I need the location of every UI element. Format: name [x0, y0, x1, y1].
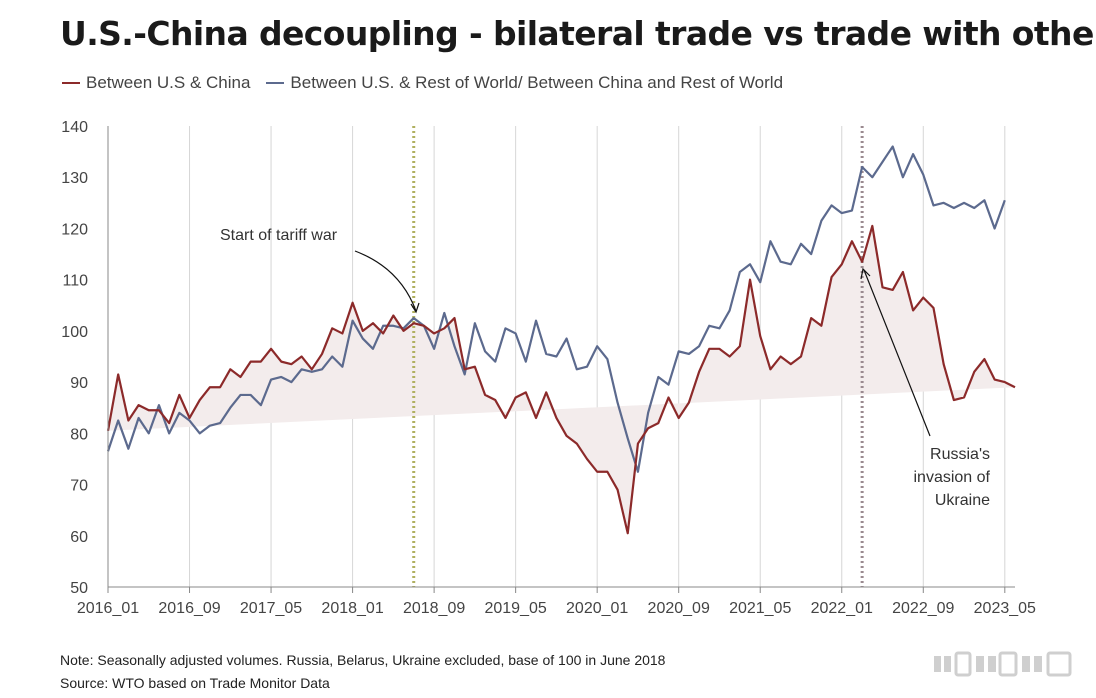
chart-title: U.S.-China decoupling - bilateral trade …	[60, 14, 1096, 53]
y-tick-label: 110	[62, 273, 88, 290]
x-tick-label: 2018_01	[321, 600, 383, 617]
x-tick-label: 2018_09	[403, 600, 465, 617]
legend-item-us-china: Between U.S & China	[62, 73, 250, 93]
footnote: Note: Seasonally adjusted volumes. Russi…	[60, 652, 666, 668]
legend-swatch-rest-of-world	[266, 82, 285, 84]
source-note: Source: WTO based on Trade Monitor Data	[60, 675, 330, 691]
y-tick-label: 100	[61, 324, 88, 341]
y-tick-label: 130	[61, 170, 88, 187]
annotations: Start of tariff war Russia's invasion of…	[220, 227, 991, 509]
russia-arrow	[863, 269, 931, 437]
x-tick-label: 2020_01	[566, 600, 628, 617]
x-tick-label: 2019_05	[484, 600, 546, 617]
y-tick-label: 50	[70, 580, 88, 597]
legend-label-rest-of-world: Between U.S. & Rest of World/ Between Ch…	[290, 73, 784, 92]
x-tick-label: 2021_05	[729, 600, 791, 617]
russia-arrow-head	[860, 267, 871, 280]
legend-item-rest-of-world: Between U.S. & Rest of World/ Between Ch…	[266, 73, 783, 93]
watermark-logo	[934, 651, 1072, 677]
series-line-rest-of-world	[106, 145, 1006, 473]
y-tick-label: 120	[61, 221, 88, 238]
y-tick-label: 60	[70, 529, 88, 546]
x-tick-label: 2016_01	[77, 600, 139, 617]
russia-annotation-line3: Ukraine	[935, 492, 990, 509]
gap-fill	[108, 225, 1015, 534]
tariff-arrow-head	[410, 302, 420, 314]
x-tick-label: 2022_01	[811, 600, 873, 617]
tariff-arrow	[354, 250, 417, 312]
y-tick-label: 140	[61, 119, 88, 136]
x-tick-label: 2017_05	[240, 600, 302, 617]
legend-label-us-china: Between U.S & China	[86, 73, 251, 92]
y-tick-label: 90	[70, 375, 88, 392]
y-tick-label: 70	[70, 478, 88, 495]
series-lines	[106, 145, 1016, 535]
axes: 2016_01 2016_09 2017_05 2018_01 2018_09 2019_…	[61, 119, 1036, 617]
russia-annotation-line2: invasion of	[914, 469, 991, 486]
series-line-us-china	[106, 224, 1016, 535]
y-tick-label: 80	[70, 426, 88, 443]
tariff-annotation: Start of tariff war	[220, 227, 338, 244]
legend-swatch-us-china	[62, 82, 80, 84]
line-chart: 2016_01 2016_09 2017_05 2018_01 2018_09 2019_…	[61, 119, 1036, 617]
x-tick-label: 2022_09	[892, 600, 954, 617]
russia-annotation-line1: Russia's	[930, 446, 990, 463]
x-tick-label: 2020_09	[648, 600, 710, 617]
legend: Between U.S & China Between U.S. & Rest …	[62, 73, 799, 93]
x-tick-label: 2023_05	[974, 600, 1036, 617]
gap-area	[108, 225, 1015, 534]
x-tick-label: 2016_09	[158, 600, 220, 617]
event-lines	[412, 126, 864, 587]
